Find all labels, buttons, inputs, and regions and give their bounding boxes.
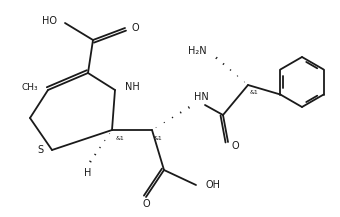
Text: NH: NH [125, 82, 140, 92]
Text: &1: &1 [116, 135, 125, 140]
Text: &1: &1 [154, 135, 163, 140]
Text: O: O [131, 23, 139, 33]
Text: O: O [142, 199, 150, 209]
Text: H₂N: H₂N [188, 46, 207, 56]
Text: OH: OH [206, 180, 221, 190]
Text: HO: HO [42, 16, 57, 26]
Text: H: H [84, 168, 92, 178]
Text: S: S [38, 145, 44, 155]
Text: CH₃: CH₃ [21, 84, 38, 92]
Text: HN: HN [194, 92, 209, 102]
Text: &1: &1 [250, 90, 259, 95]
Text: O: O [232, 141, 240, 151]
